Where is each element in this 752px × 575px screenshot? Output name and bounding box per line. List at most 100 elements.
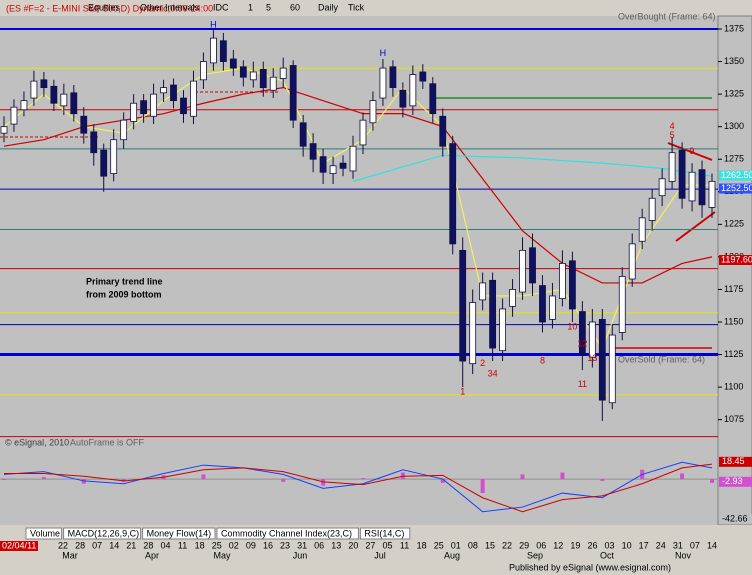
count-label: 13 (587, 353, 597, 363)
candle-body (150, 93, 157, 117)
price-panel (0, 16, 718, 447)
copyright: © eSignal, 2010 (5, 437, 69, 447)
toolbar-button[interactable]: 1 (248, 2, 253, 12)
toolbar-button[interactable]: Other Intervals (140, 2, 200, 12)
candle-body (309, 143, 317, 160)
candle-body (279, 67, 287, 79)
candle-body (30, 80, 38, 99)
histogram-bar (560, 472, 565, 480)
y-tick-label: 1100 (724, 381, 743, 391)
count-label: H (380, 48, 387, 58)
histogram-bar (360, 478, 365, 480)
candle-body (299, 122, 307, 147)
candle-body (40, 79, 48, 89)
candle-body (399, 89, 407, 108)
month-label: May (213, 550, 231, 560)
candle-body (559, 263, 566, 299)
candle-body (668, 152, 676, 182)
x-tick-label: 13 (331, 540, 341, 550)
count-label: 34 (488, 368, 498, 378)
indicator-tab[interactable] (216, 527, 359, 540)
indicator-tick-label: -2.93 (722, 476, 743, 486)
count-label: 10 (567, 322, 577, 332)
x-tick-label: 06 (536, 540, 546, 550)
indicator-tab-label[interactable]: Commodity Channel Index(23,C) (221, 528, 352, 538)
indicator-marker (719, 476, 752, 487)
candle-body (359, 119, 367, 146)
toolbar-button[interactable]: Tick (348, 2, 365, 12)
candle-body (190, 80, 197, 117)
y-tick-label: 1125 (724, 349, 743, 359)
candle-body (519, 249, 526, 293)
y-tick-label: 1325 (724, 89, 744, 99)
x-tick-label: 01 (451, 540, 461, 550)
y-tick-label: 1175 (724, 284, 743, 294)
candle-body (598, 318, 606, 401)
candle-body (180, 97, 187, 115)
month-label: Apr (145, 550, 159, 560)
toolbar-button[interactable]: Daily (318, 2, 339, 12)
x-tick-label: 19 (570, 540, 580, 550)
x-tick-label: 27 (365, 540, 375, 550)
toolbar-button[interactable]: 5 (266, 2, 271, 12)
candle-body (678, 149, 686, 199)
y-tick-label: 1375 (724, 23, 744, 33)
y-tick-label: 1300 (724, 121, 744, 131)
count-label: 5 (670, 130, 675, 140)
candle-body (219, 40, 227, 62)
x-tick-label: 23 (280, 540, 290, 550)
candle-body (349, 145, 357, 172)
indicator-tab-label[interactable]: Volume (30, 528, 60, 538)
toolbar-button[interactable]: Equities (88, 2, 121, 12)
indicator-tab-label[interactable]: MACD(12,26,9,C) (68, 528, 140, 538)
candle-body (100, 149, 108, 177)
candle-body (130, 102, 138, 122)
y-tick-label: 1075 (724, 414, 744, 424)
x-tick-label: 31 (673, 540, 683, 550)
month-label: Sep (527, 550, 543, 560)
candle-body (499, 308, 506, 352)
candle-body (200, 61, 207, 81)
candle-body (229, 58, 237, 69)
histogram-bar (41, 477, 46, 480)
price-marker-label: 1252.50 (721, 183, 752, 193)
indicator-tab[interactable] (359, 527, 411, 540)
indicator-tab-label[interactable]: RSI(14,C) (364, 528, 404, 538)
histogram-bar (680, 473, 685, 480)
x-tick-label: 07 (92, 540, 102, 550)
x-tick-label: 02 (229, 540, 239, 550)
price-marker-label: 1197.60 (721, 254, 752, 264)
x-tick-label: 22 (502, 540, 512, 550)
oversold-label: OverSold (Frame: 64) (618, 354, 705, 364)
toolbar-button[interactable]: 60 (290, 2, 300, 12)
candle-body (429, 83, 437, 115)
candle-body (50, 85, 58, 104)
y-tick-label: 1275 (724, 154, 744, 164)
x-tick-label: 24 (656, 540, 666, 550)
indicator-tick-label: -42.66 (722, 513, 748, 523)
x-first-label: 02/04/11 (2, 540, 36, 550)
candle-body (379, 67, 387, 99)
trend-line (667, 142, 713, 161)
histogram-bar (600, 479, 605, 481)
indicator-tab[interactable] (25, 527, 63, 540)
count-label: 9 (690, 146, 695, 156)
x-tick-label: 22 (58, 540, 68, 550)
candle-body (688, 171, 696, 202)
indicator-tab[interactable] (142, 527, 216, 540)
candle-body (578, 311, 586, 355)
candle-body (409, 74, 417, 107)
indicator-tab-label[interactable]: Money Flow(14) (147, 528, 212, 538)
histogram-bar (440, 479, 445, 483)
candle-body (708, 180, 716, 208)
indicator-marker (719, 513, 752, 524)
toolbar-button[interactable]: IDC (213, 2, 229, 12)
candle-body (160, 87, 167, 94)
indicator-tab[interactable] (63, 527, 142, 540)
candle-body (648, 197, 656, 221)
histogram-bar (710, 479, 714, 483)
candle-body (239, 66, 247, 78)
candle-body (389, 66, 397, 89)
